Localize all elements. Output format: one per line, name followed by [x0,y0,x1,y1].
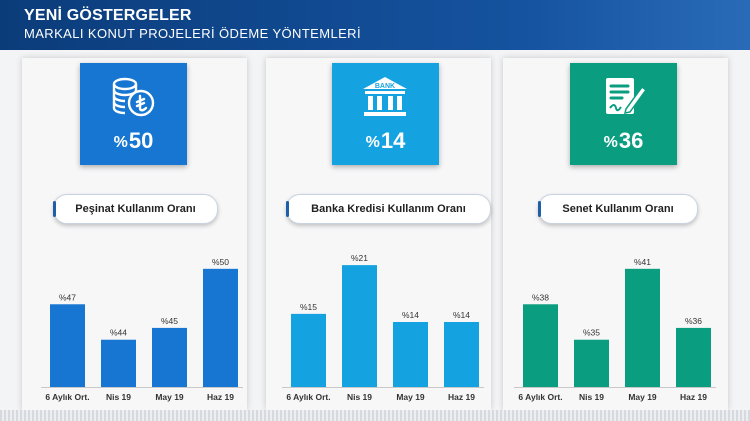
bar [393,322,428,387]
x-tick-label: Haz 19 [448,392,475,402]
svg-text:BANK: BANK [375,83,395,90]
footer-strip [0,410,750,421]
header-banner: YENİ GÖSTERGELER MARKALI KONUT PROJELERİ… [0,0,750,50]
bar-chart-banka-kredisi: %15 6 Aylık Ort. %21 Nis 19 %14 May 19 %14 Haz … [282,253,484,402]
data-label: %15 [300,302,317,312]
x-tick-label: 6 Aylık Ort. [45,392,89,402]
x-tick-label: May 19 [155,392,184,402]
data-label: %41 [634,257,651,267]
bar-chart-senet: %38 6 Aylık Ort. %35 Nis 19 %41 May 19 %36 Haz … [514,257,716,402]
bar [523,304,558,387]
data-label: %36 [685,316,702,326]
data-label: %50 [212,257,229,267]
tile-value: %50 [113,128,154,153]
bar [676,327,711,387]
data-label: %45 [161,316,178,326]
x-tick-label: May 19 [396,392,425,402]
bar [50,304,85,387]
data-label: %38 [532,292,549,302]
x-tick-label: May 19 [628,392,657,402]
data-label: %14 [402,310,419,320]
page-subtitle: MARKALI KONUT PROJELERİ ÖDEME YÖNTEMLERİ [24,26,361,41]
tile-senet: %36 [570,63,677,165]
page-title: YENİ GÖSTERGELER [24,7,192,24]
tile-pesinat: %50 [80,63,187,165]
data-label: %14 [453,310,470,320]
tile-value: %36 [603,128,644,153]
x-tick-label: Nis 19 [579,392,604,402]
x-tick-label: 6 Aylık Ort. [286,392,330,402]
x-tick-label: Nis 19 [347,392,372,402]
data-label: %47 [59,292,76,302]
bar [444,322,479,387]
tile-value: %14 [365,128,406,153]
data-label: %35 [583,328,600,338]
coins-lira-icon [112,77,155,117]
tile-banka-kredisi: BANK %14 [332,63,439,165]
bar-chart-pesinat: %47 6 Aylık Ort. %44 Nis 19 %45 May 19 %50 Haz … [41,257,243,402]
chart-title-pill: Banka Kredisi Kullanım Oranı [286,194,491,224]
x-tick-label: 6 Aylık Ort. [518,392,562,402]
chart-title-pill: Senet Kullanım Oranı [538,194,698,224]
bank-icon: BANK [363,77,407,116]
bar [291,313,326,387]
bar [101,339,136,387]
x-tick-label: Nis 19 [106,392,131,402]
x-tick-label: Haz 19 [207,392,234,402]
x-tick-label: Haz 19 [680,392,707,402]
bar [625,268,660,387]
signed-document-icon [606,78,648,114]
data-label: %44 [110,328,127,338]
chart-title-pill: Peşinat Kullanım Oranı [53,194,218,224]
bar [203,268,238,387]
bar [152,327,187,387]
bar [342,265,377,387]
data-label: %21 [351,253,368,263]
bar [574,339,609,387]
